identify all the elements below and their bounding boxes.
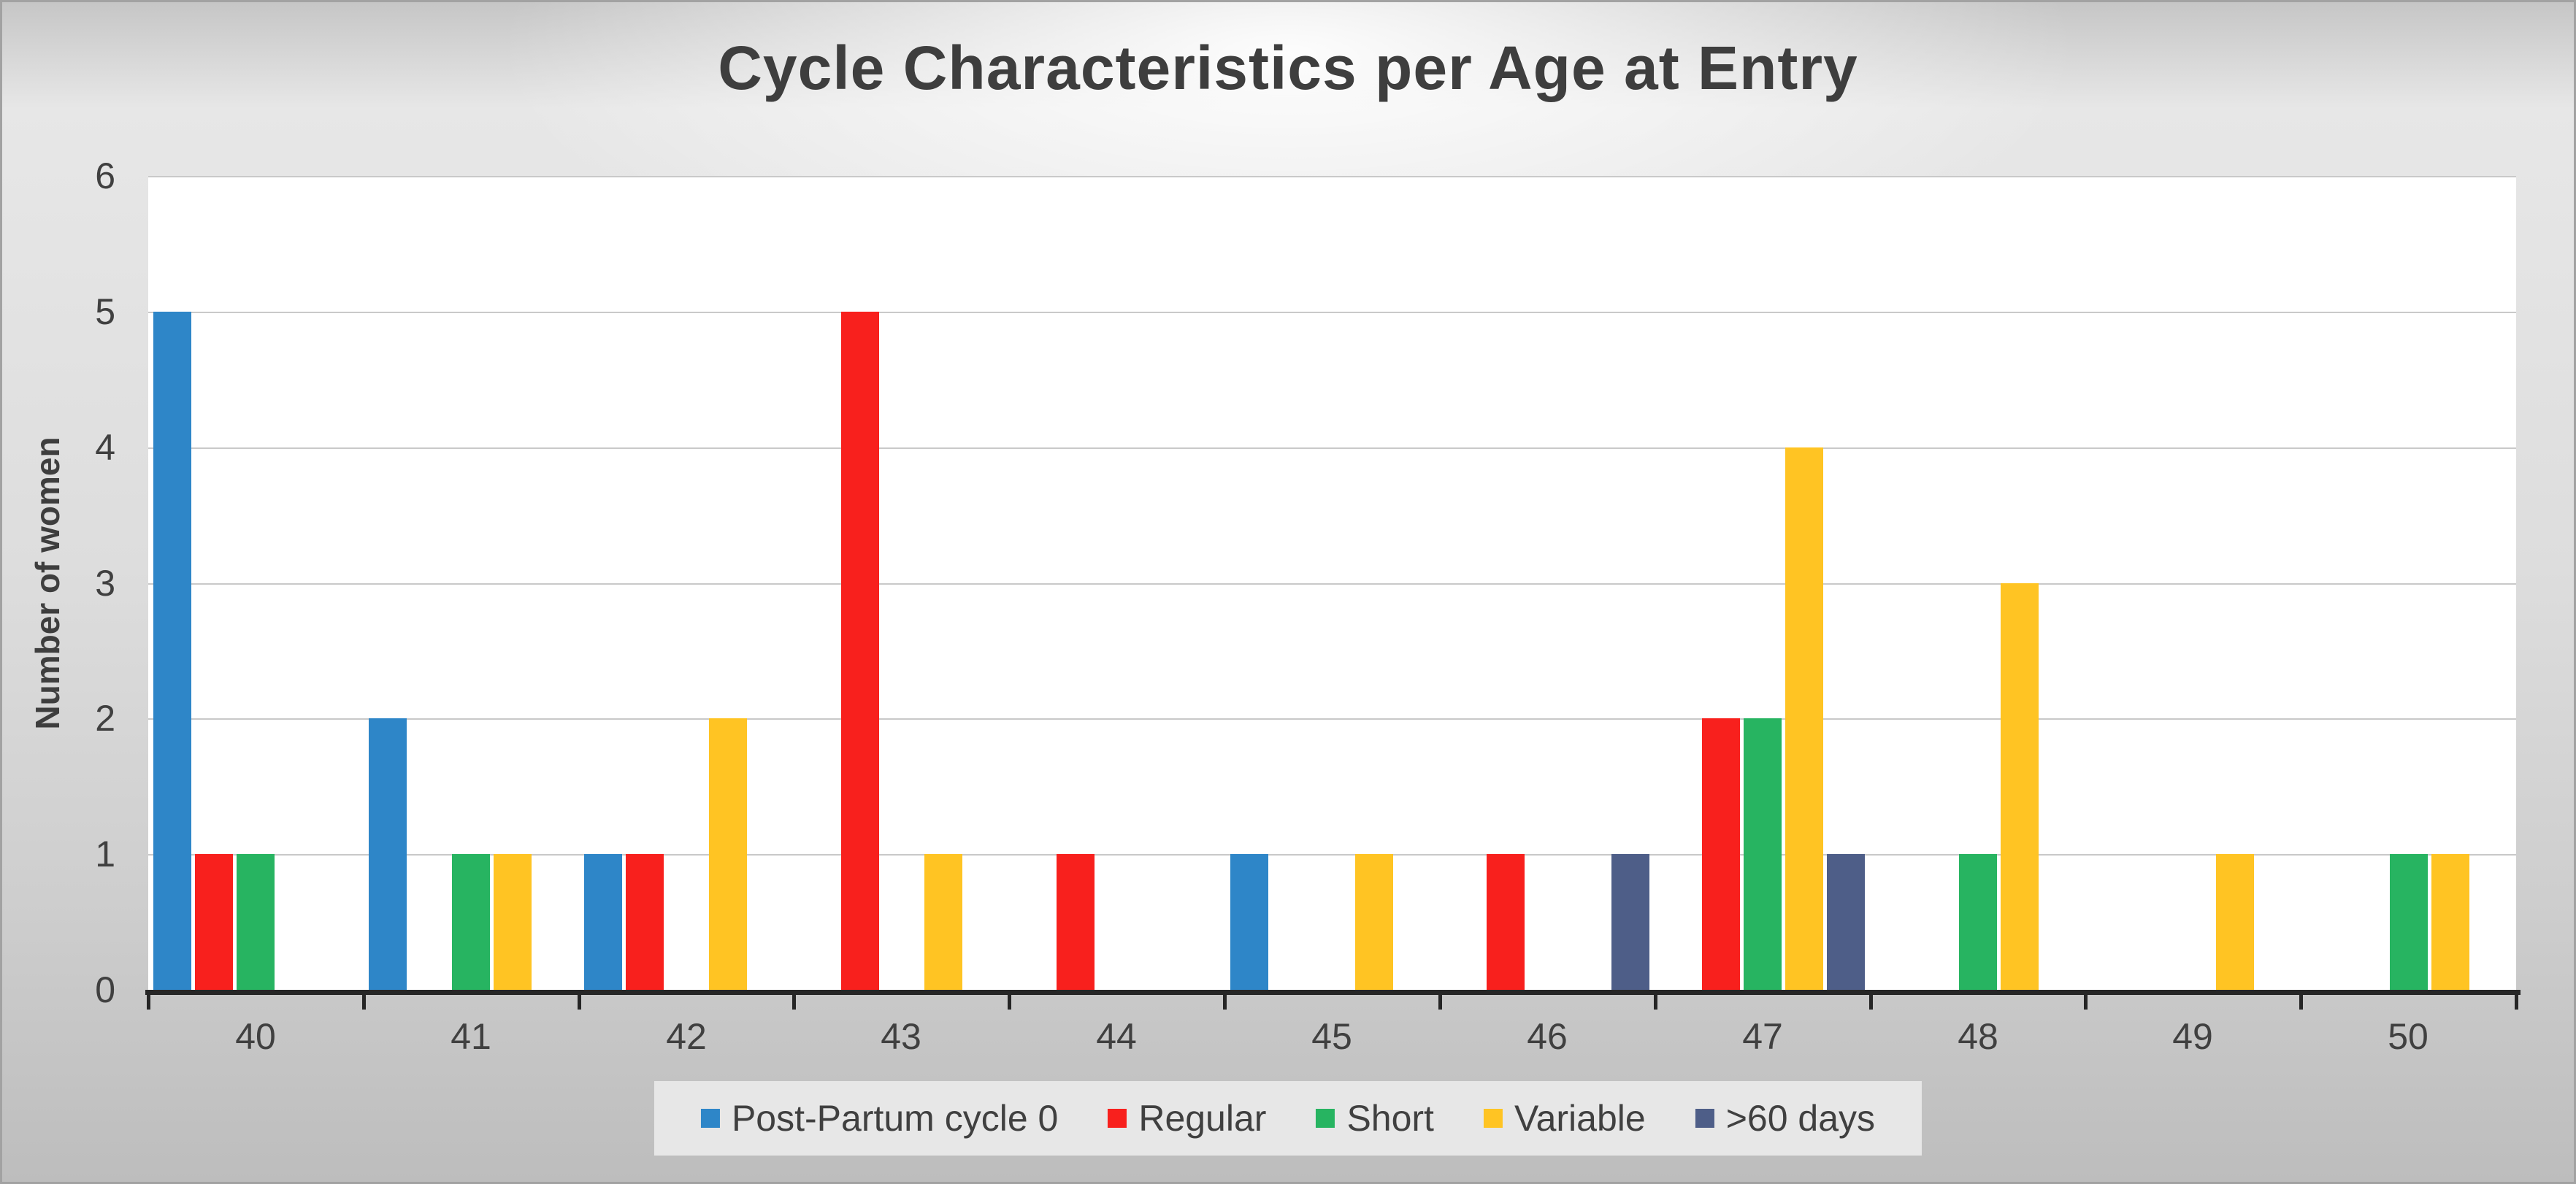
bar-variable-age-50 <box>2431 854 2469 990</box>
legend-marker-icon <box>1108 1109 1127 1128</box>
plot-area <box>148 176 2516 991</box>
x-axis-tick <box>1438 990 1442 1010</box>
legend-item--60-days: >60 days <box>1695 1097 1875 1139</box>
y-tick-label: 2 <box>95 698 115 739</box>
legend: Post-Partum cycle 0 Regular Short Variable >… <box>653 1081 1923 1156</box>
gridline <box>148 583 2516 585</box>
bar-post-partum-cycle-0-age-45 <box>1230 854 1268 990</box>
x-axis-tick <box>2515 990 2518 1010</box>
x-tick-label: 46 <box>1527 1016 1568 1057</box>
x-tick-label: 40 <box>235 1016 276 1057</box>
bar-variable-age-45 <box>1355 854 1393 990</box>
bar-short-age-40 <box>237 854 275 990</box>
legend-item-variable: Variable <box>1483 1097 1646 1139</box>
bar-regular-age-43 <box>841 312 879 990</box>
x-tick-label: 49 <box>2172 1016 2213 1057</box>
bar-short-age-47 <box>1744 718 1782 990</box>
x-axis-tick <box>1008 990 1011 1010</box>
bar-short-age-41 <box>452 854 490 990</box>
x-axis-tick <box>147 990 150 1010</box>
legend-marker-icon <box>1316 1109 1335 1128</box>
bar-variable-age-47 <box>1785 447 1823 990</box>
x-axis-tick <box>1223 990 1227 1010</box>
chart-title: Cycle Characteristics per Age at Entry <box>718 34 1858 102</box>
bar-variable-age-42 <box>709 718 747 990</box>
legend-marker-icon <box>1695 1109 1714 1128</box>
legend-label: Regular <box>1138 1098 1267 1139</box>
gridline <box>148 718 2516 720</box>
gridline <box>148 447 2516 449</box>
x-tick-label: 42 <box>666 1016 707 1057</box>
legend-marker-icon <box>700 1109 720 1128</box>
x-axis-tick <box>1654 990 1657 1010</box>
legend-item-post-partum-cycle-0: Post-Partum cycle 0 <box>700 1097 1059 1139</box>
x-axis-tick <box>2084 990 2088 1010</box>
bar-regular-age-42 <box>626 854 664 990</box>
x-tick-label: 41 <box>451 1016 491 1057</box>
bar-variable-age-41 <box>494 854 532 990</box>
x-tick-label: 48 <box>1958 1016 1998 1057</box>
y-tick-label: 4 <box>95 427 115 468</box>
bar-short-age-48 <box>1959 854 1997 990</box>
bar--60-days-age-47 <box>1827 854 1865 990</box>
bar-post-partum-cycle-0-age-42 <box>584 854 622 990</box>
bar-post-partum-cycle-0-age-41 <box>369 718 407 990</box>
x-axis-tick <box>1869 990 1873 1010</box>
x-axis-tick <box>2299 990 2303 1010</box>
bar--60-days-age-46 <box>1611 854 1649 990</box>
bar-regular-age-46 <box>1487 854 1525 990</box>
y-tick-label: 6 <box>95 155 115 196</box>
bar-variable-age-48 <box>2001 583 2039 991</box>
bar-post-partum-cycle-0-age-40 <box>153 312 191 990</box>
bar-variable-age-43 <box>924 854 962 990</box>
legend-label: >60 days <box>1725 1098 1876 1139</box>
x-tick-label: 50 <box>2388 1016 2429 1057</box>
x-tick-label: 45 <box>1311 1016 1352 1057</box>
x-tick-label: 47 <box>1742 1016 1783 1057</box>
gridline <box>148 176 2516 177</box>
legend-marker-icon <box>1483 1109 1503 1128</box>
x-axis-line <box>145 990 2521 995</box>
x-tick-label: 44 <box>1096 1016 1137 1057</box>
y-tick-label: 0 <box>95 969 115 1010</box>
legend-item-regular: Regular <box>1108 1097 1266 1139</box>
bar-short-age-50 <box>2390 854 2428 990</box>
legend-label: Post-Partum cycle 0 <box>731 1098 1059 1139</box>
bar-regular-age-40 <box>195 854 233 990</box>
x-axis-tick <box>578 990 581 1010</box>
x-tick-label: 43 <box>881 1016 921 1057</box>
y-tick-label: 1 <box>95 834 115 874</box>
bar-regular-age-44 <box>1057 854 1095 990</box>
legend-item-short: Short <box>1316 1097 1434 1139</box>
bar-regular-age-47 <box>1702 718 1740 990</box>
gridline <box>148 854 2516 856</box>
x-axis-tick <box>362 990 366 1010</box>
y-tick-label: 3 <box>95 563 115 604</box>
y-tick-label: 5 <box>95 291 115 332</box>
gridline <box>148 312 2516 313</box>
legend-label: Variable <box>1514 1098 1646 1139</box>
x-axis-tick <box>792 990 796 1010</box>
bar-variable-age-49 <box>2216 854 2254 990</box>
legend-label: Short <box>1346 1098 1434 1139</box>
